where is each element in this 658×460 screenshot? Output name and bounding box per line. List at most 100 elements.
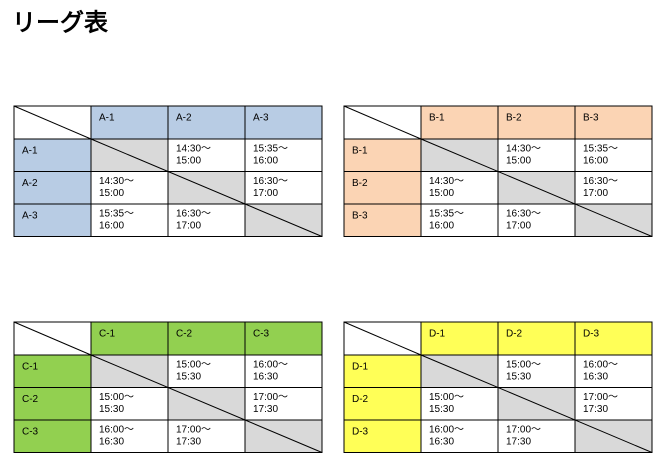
header-label: D-3 — [583, 329, 600, 340]
header-label: D-2 — [506, 329, 523, 340]
match-time: 16:30～ — [583, 176, 618, 187]
header-cell — [90, 105, 169, 140]
header-label: A-2 — [176, 113, 192, 124]
match-time: 16:00 — [253, 156, 278, 167]
header-label: C-1 — [99, 329, 116, 340]
match-time: 15:30 — [176, 372, 201, 383]
match-cell — [497, 203, 576, 237]
row-label: D-1 — [352, 362, 369, 373]
header-label: C-2 — [176, 329, 193, 340]
match-time: 15:00～ — [99, 392, 134, 403]
row-label: D-3 — [352, 427, 369, 438]
header-cell — [244, 105, 323, 140]
match-time: 16:00 — [583, 156, 608, 167]
row-header-cell — [343, 419, 422, 453]
table-diagonal — [420, 354, 653, 453]
header-label: D-1 — [429, 329, 446, 340]
table-diagonal — [90, 138, 323, 237]
match-cell — [497, 138, 576, 172]
match-time: 17:30 — [176, 437, 201, 448]
match-time: 14:30～ — [429, 176, 464, 187]
header-cell — [167, 321, 246, 356]
match-cell — [420, 171, 499, 205]
match-time: 15:30 — [506, 372, 531, 383]
row-label: C-2 — [22, 394, 39, 405]
match-cell — [420, 387, 499, 421]
match-cell — [497, 354, 576, 388]
match-time: 15:35～ — [429, 209, 464, 220]
match-time: 16:30～ — [506, 209, 541, 220]
match-time: 15:00～ — [506, 360, 541, 371]
match-time: 14:30～ — [176, 144, 211, 155]
header-cell — [574, 105, 653, 140]
match-time: 14:30～ — [506, 144, 541, 155]
match-time: 15:35～ — [583, 144, 618, 155]
match-time: 16:00～ — [583, 360, 618, 371]
match-time: 17:00 — [506, 221, 531, 232]
match-time: 16:30～ — [176, 209, 211, 220]
header-label: A-3 — [253, 113, 269, 124]
row-label: D-2 — [352, 394, 369, 405]
match-time: 16:30 — [99, 437, 124, 448]
match-time: 17:00 — [253, 188, 278, 199]
row-header-cell — [13, 203, 92, 237]
header-cell — [420, 105, 499, 140]
match-time: 16:00 — [99, 221, 124, 232]
row-header-cell — [13, 419, 92, 453]
match-cell — [167, 354, 246, 388]
row-label: C-1 — [22, 362, 39, 373]
match-cell — [574, 171, 653, 205]
match-time: 15:30 — [99, 404, 124, 415]
row-label: C-3 — [22, 427, 39, 438]
header-label: A-1 — [99, 113, 115, 124]
match-time: 16:00～ — [429, 425, 464, 436]
match-cell — [90, 387, 169, 421]
page-title: リーグ表 — [12, 10, 109, 37]
header-cell — [574, 321, 653, 356]
match-time: 17:00～ — [583, 392, 618, 403]
corner-diagonal — [13, 105, 92, 140]
match-cell — [244, 138, 323, 172]
match-time: 15:00～ — [429, 392, 464, 403]
row-label: B-3 — [352, 211, 368, 222]
header-label: B-1 — [429, 113, 445, 124]
row-header-cell — [343, 171, 422, 205]
match-cell — [167, 419, 246, 453]
match-time: 15:00 — [99, 188, 124, 199]
table-diagonal — [90, 354, 323, 453]
row-label: A-1 — [22, 146, 38, 157]
row-label: B-2 — [352, 178, 368, 189]
match-time: 15:35～ — [253, 144, 288, 155]
header-label: B-3 — [583, 113, 599, 124]
match-time: 17:00 — [176, 221, 201, 232]
match-time: 16:30 — [253, 372, 278, 383]
match-time: 16:30～ — [253, 176, 288, 187]
match-cell — [574, 138, 653, 172]
header-label: C-3 — [253, 329, 270, 340]
match-time: 16:30 — [429, 437, 454, 448]
match-time: 15:35～ — [99, 209, 134, 220]
match-cell — [574, 354, 653, 388]
match-cell — [420, 419, 499, 453]
match-cell — [90, 171, 169, 205]
match-time: 17:30 — [506, 437, 531, 448]
match-time: 16:30 — [583, 372, 608, 383]
row-header-cell — [13, 171, 92, 205]
match-time: 16:00～ — [253, 360, 288, 371]
match-cell — [497, 419, 576, 453]
header-cell — [90, 321, 169, 356]
match-time: 16:00～ — [99, 425, 134, 436]
row-label: A-2 — [22, 178, 38, 189]
match-time: 14:30～ — [99, 176, 134, 187]
match-cell — [90, 203, 169, 237]
row-header-cell — [343, 354, 422, 388]
match-time: 16:00 — [429, 221, 454, 232]
header-cell — [497, 105, 576, 140]
match-time: 15:00 — [176, 156, 201, 167]
match-cell — [574, 387, 653, 421]
